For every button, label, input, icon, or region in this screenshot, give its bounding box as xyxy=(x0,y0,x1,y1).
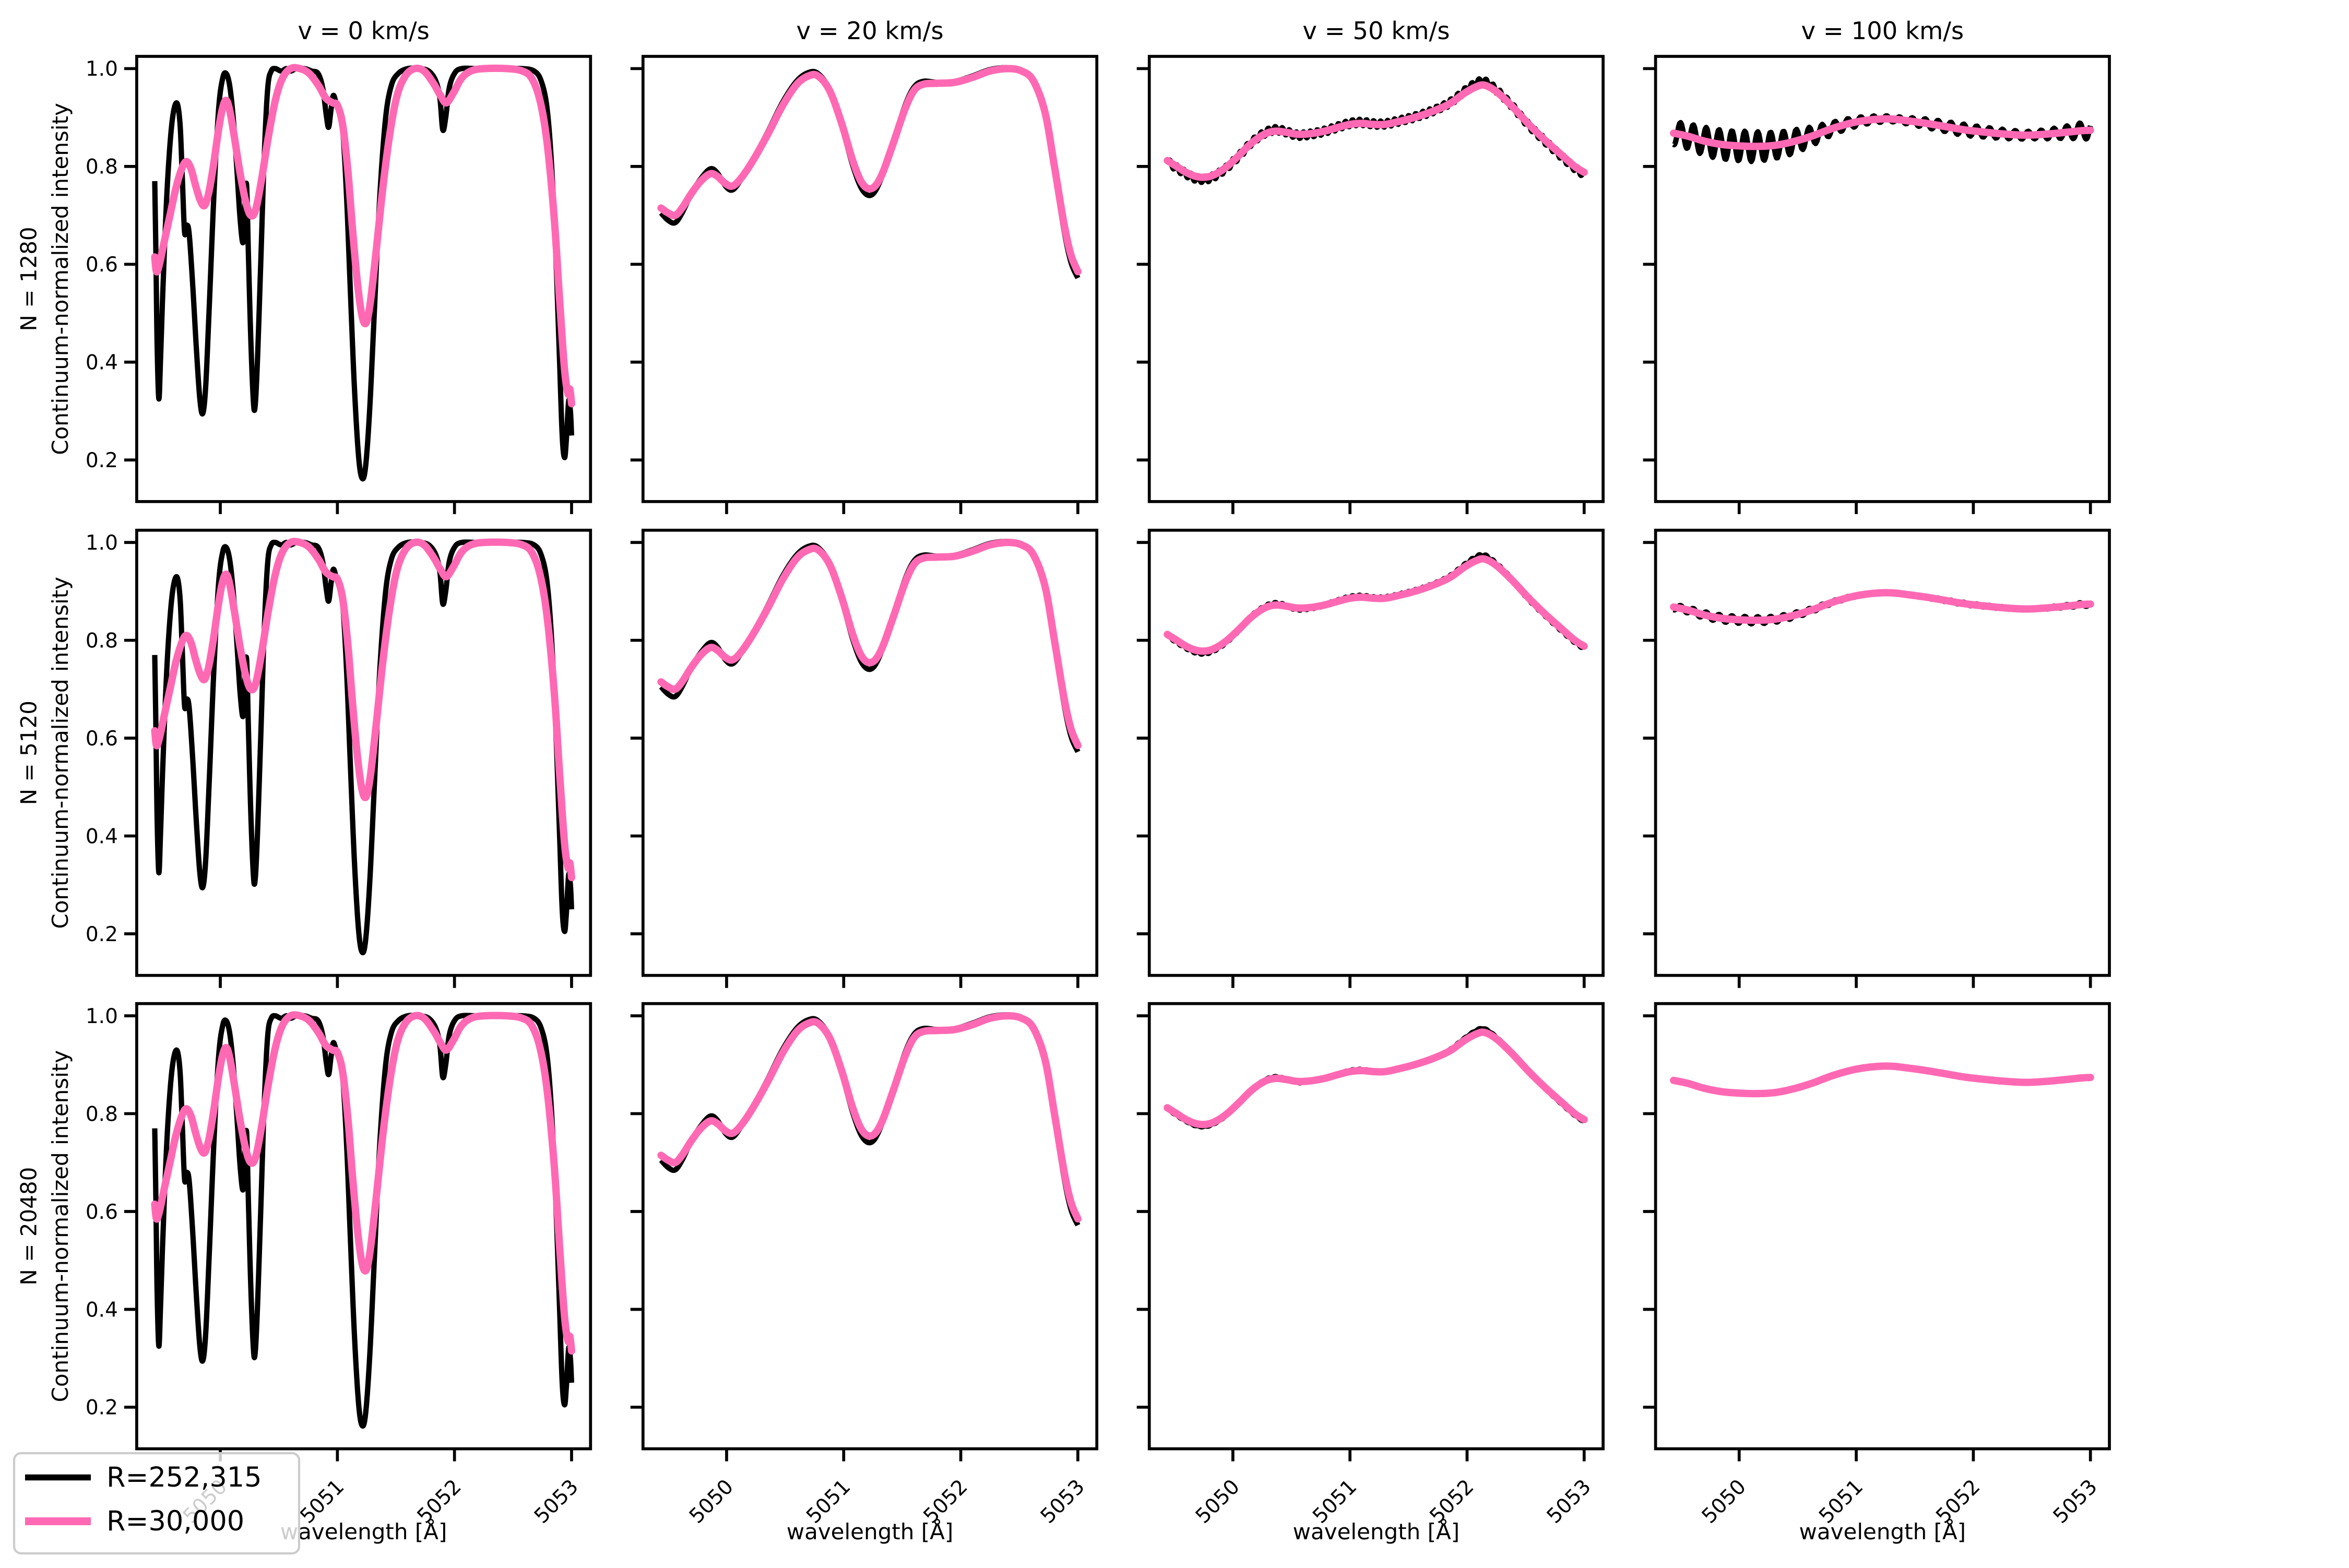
axes-spines-r2-c1 xyxy=(641,1002,1099,1451)
axes-spines-r1-c2 xyxy=(1147,528,1605,977)
legend-label-1: R=30,000 xyxy=(106,1505,244,1537)
x-axis-label-0: wavelength [Å] xyxy=(280,1518,447,1545)
panel-r1-c3 xyxy=(1643,528,2111,988)
axes-spines-r2-c2 xyxy=(1147,1002,1605,1451)
curve-low-res-r1-c1 xyxy=(657,539,1082,750)
column-title-3: v = 100 km/s xyxy=(1801,17,1964,45)
curve-low-res-r2-c0 xyxy=(151,1011,576,1355)
axes-spines-r0-c2 xyxy=(1147,55,1605,503)
panel-r1-c1 xyxy=(630,528,1099,988)
curve-high-res-r0-c1 xyxy=(658,65,1081,280)
curve-low-res-r1-c2 xyxy=(1164,555,1588,655)
y-tick-label: 1.0 xyxy=(86,57,118,81)
curve-low-res-r2-c3 xyxy=(1670,1062,2094,1098)
y-tick-label: 0.6 xyxy=(86,727,118,751)
y-tick-label: 0.4 xyxy=(86,825,118,848)
axes-spines-r0-c1 xyxy=(641,55,1099,503)
y-axis-label-1: Continuum-normalized intensity xyxy=(48,577,73,929)
y-tick-label: 1.0 xyxy=(86,1005,118,1028)
curve-low-res-r0-c1 xyxy=(657,65,1082,276)
y-tick-label: 1.0 xyxy=(86,531,118,555)
y-axis-label-0: Continuum-normalized intensity xyxy=(48,103,73,455)
axes-spines-r2-c0 xyxy=(135,1002,592,1451)
panel-r1-c2 xyxy=(1136,528,1605,988)
x-tick-label: 5053 xyxy=(530,1475,583,1528)
curve-low-res-r1-c0 xyxy=(151,538,576,882)
axes-spines-r0-c0 xyxy=(135,55,592,503)
axes-spines-r1-c1 xyxy=(641,528,1099,977)
y-tick-label: 0.8 xyxy=(86,156,118,179)
y-tick-label: 0.2 xyxy=(86,1396,118,1420)
x-tick-label: 5053 xyxy=(2049,1475,2102,1528)
y-tick-label: 0.8 xyxy=(86,1102,118,1126)
panel-r0-c0: 1.0 0.8 0.6 0.4 0.2 v = 0 km/s xyxy=(86,17,592,514)
row-label-0: N = 1280 xyxy=(16,227,42,331)
row-label-2: N = 20480 xyxy=(16,1167,42,1286)
curve-low-res-r0-c0 xyxy=(151,64,576,408)
curve-low-res-r2-c1 xyxy=(657,1012,1082,1223)
x-tick-label: 5053 xyxy=(1036,1475,1089,1528)
panel-r0-c1: v = 20 km/s xyxy=(630,17,1099,514)
x-tick-label: 5053 xyxy=(1543,1475,1596,1528)
y-tick-label: 0.2 xyxy=(86,923,118,946)
axes-spines-r1-c0 xyxy=(135,528,592,977)
curve-low-res-r2-c2 xyxy=(1164,1028,1588,1129)
y-tick-label: 0.6 xyxy=(86,253,118,277)
x-axis-label-2: wavelength [Å] xyxy=(1293,1518,1460,1545)
y-tick-label: 0.8 xyxy=(86,629,118,652)
curve-high-res-r2-c1 xyxy=(658,1012,1081,1228)
axes-spines-r2-c3 xyxy=(1654,1002,2111,1451)
curve-low-res-r0-c3 xyxy=(1670,115,2094,150)
column-title-1: v = 20 km/s xyxy=(796,17,943,45)
panel-r1-c0: 1.0 0.8 0.6 0.4 0.2 xyxy=(86,528,592,988)
column-title-0: v = 0 km/s xyxy=(298,17,430,45)
legend: R=252,315 R=30,000 xyxy=(13,1452,301,1555)
legend-label-0: R=252,315 xyxy=(106,1462,262,1493)
x-tick-label: 5050 xyxy=(1698,1475,1751,1528)
row-label-1: N = 5120 xyxy=(16,700,42,805)
y-axis-label-2: Continuum-normalized intensity xyxy=(48,1050,73,1403)
y-tick-label: 0.6 xyxy=(86,1201,118,1224)
panel-r0-c2: v = 50 km/s xyxy=(1136,17,1605,514)
x-tick-label: 5050 xyxy=(1191,1475,1244,1528)
x-tick-label: 5050 xyxy=(685,1475,738,1528)
x-axis-label-3: wavelength [Å] xyxy=(1799,1518,1966,1545)
y-tick-label: 0.4 xyxy=(86,1298,118,1322)
panel-r0-c3: v = 100 km/s xyxy=(1643,17,2111,514)
column-title-2: v = 50 km/s xyxy=(1302,17,1450,45)
curve-high-res-r1-c1 xyxy=(658,539,1081,754)
curve-low-res-r1-c3 xyxy=(1670,589,2094,624)
axes-spines-r0-c3 xyxy=(1654,55,2111,503)
y-tick-label: 0.2 xyxy=(86,449,118,472)
x-axis-label-1: wavelength [Å] xyxy=(787,1518,954,1545)
curve-low-res-r0-c2 xyxy=(1164,81,1588,181)
axes-spines-r1-c3 xyxy=(1654,528,2111,977)
y-tick-label: 0.4 xyxy=(86,351,118,375)
